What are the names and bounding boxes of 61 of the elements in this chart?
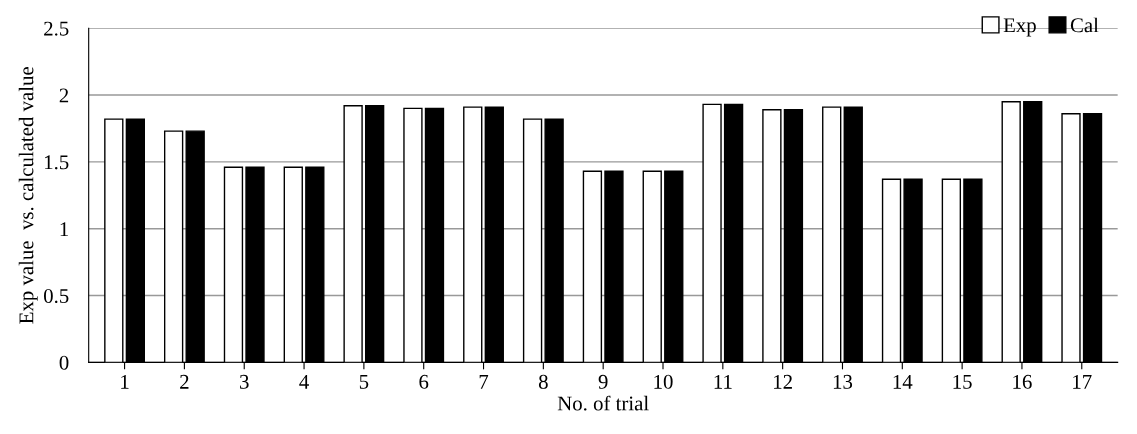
bar: [783, 109, 804, 363]
bar: [822, 106, 842, 363]
y-tick-label: 1.5: [45, 155, 69, 170]
legend-label: Exp: [1003, 18, 1036, 37]
bar: [283, 166, 303, 363]
bar: [941, 178, 962, 363]
x-tick-label: 3: [240, 374, 249, 389]
y-tick-label: 2: [59, 88, 69, 103]
x-tick-label: 17: [1073, 374, 1092, 389]
x-tick-label: 1: [121, 374, 129, 389]
bar: [245, 166, 265, 363]
bar: [305, 166, 325, 363]
x-tick-label: 6: [419, 374, 429, 389]
bar: [881, 178, 902, 363]
bar: [163, 130, 184, 363]
y-axis-title: Exp value vs. calculated value: [18, 67, 38, 324]
bar: [403, 107, 423, 363]
bar: [642, 170, 662, 363]
y-tick-label: 1: [60, 222, 68, 236]
bar: [484, 106, 504, 363]
x-tick-label: 15: [953, 374, 972, 389]
bar: [125, 118, 146, 363]
bar: [1061, 113, 1081, 363]
bar: [723, 103, 744, 363]
bar: [544, 118, 564, 363]
x-tick-label: 16: [1013, 374, 1032, 389]
bar: [582, 170, 603, 363]
y-tick-label: 0.5: [43, 288, 69, 304]
bar: [364, 105, 385, 363]
x-tick-label: 12: [774, 374, 792, 389]
y-tick-label: 0: [59, 355, 69, 370]
bar: [463, 106, 483, 363]
bar: [762, 109, 782, 363]
bar: [104, 118, 124, 363]
bar: [702, 103, 722, 363]
y-tick-label: 2.5: [44, 21, 69, 36]
x-tick-label: 7: [479, 375, 489, 389]
x-tick-label: 5: [359, 375, 369, 389]
bar: [1001, 101, 1021, 363]
bar: [343, 105, 363, 363]
x-tick-label: 10: [654, 374, 673, 389]
x-tick-label: 8: [538, 374, 548, 389]
x-axis-title: No. of trial: [557, 395, 649, 411]
bar: [604, 170, 624, 363]
bar: [185, 130, 205, 363]
bar: [903, 178, 923, 363]
bar: [1023, 101, 1043, 363]
legend-label: Cal: [1070, 17, 1099, 33]
bar: [664, 170, 684, 363]
bar: [843, 106, 863, 363]
x-tick-label: 11: [714, 374, 732, 389]
x-tick-label: 14: [893, 374, 913, 389]
x-tick-label: 2: [180, 374, 189, 389]
x-tick-label: 13: [833, 374, 853, 389]
bar: [424, 107, 445, 363]
x-tick-label: 9: [598, 374, 608, 389]
bar: [963, 178, 983, 363]
bar: [223, 166, 244, 363]
bar: [1082, 113, 1103, 363]
x-tick-label: 4: [299, 374, 309, 389]
bar: [522, 118, 543, 363]
